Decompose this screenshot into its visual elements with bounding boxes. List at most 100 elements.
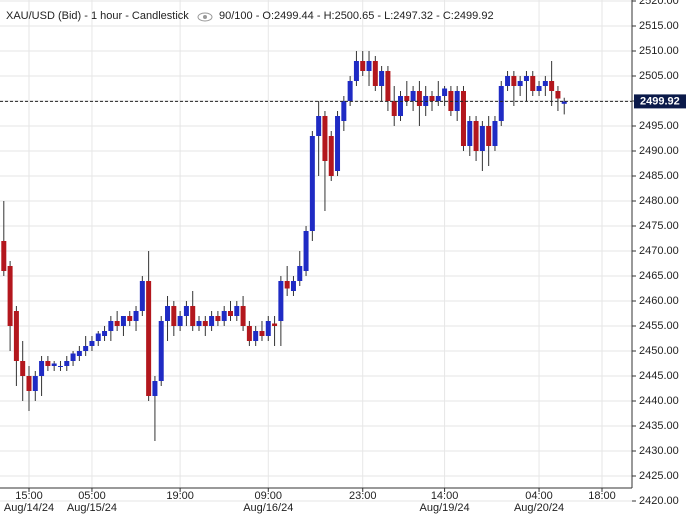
header: XAU/USD (Bid) - 1 hour - Candlestick 90/… <box>6 10 494 22</box>
candle-body <box>328 136 334 176</box>
chart-title: XAU/USD (Bid) - 1 hour - Candlestick <box>6 10 189 22</box>
x-tick-label: 14:00 <box>431 490 459 502</box>
candle-body <box>108 321 114 331</box>
candle-body <box>89 341 95 346</box>
candle-body <box>114 321 120 326</box>
y-tick-label: 2510.00 <box>639 45 679 57</box>
y-tick-label: 2470.00 <box>639 245 679 257</box>
y-tick-label: 2435.00 <box>639 420 679 432</box>
y-tick-label: 2420.00 <box>639 495 679 507</box>
y-tick-label: 2490.00 <box>639 145 679 157</box>
y-tick-label: 2445.00 <box>639 370 679 382</box>
current-price-box <box>634 94 686 109</box>
x-date-label: Aug/15/24 <box>67 502 117 514</box>
candle-body <box>102 331 108 336</box>
candle-body <box>385 71 391 101</box>
candle-body <box>467 121 473 146</box>
candle-body <box>26 376 32 391</box>
candle-body <box>1 241 7 271</box>
candle-body <box>442 88 448 96</box>
candle-body <box>51 363 57 366</box>
candle-body <box>13 311 19 361</box>
candle-body <box>517 81 523 86</box>
y-tick-label: 2440.00 <box>639 395 679 407</box>
y-tick-label: 2425.00 <box>639 470 679 482</box>
candle-body <box>284 281 290 289</box>
candle-body <box>555 91 561 99</box>
candle-body <box>70 353 76 361</box>
candle-body <box>171 306 177 326</box>
candle-body <box>479 126 485 151</box>
candle-body <box>379 71 385 86</box>
candle-body <box>316 116 322 136</box>
candle-body <box>57 366 63 367</box>
x-date-label: Aug/14/24 <box>4 502 54 514</box>
candle-body <box>32 376 38 391</box>
candle-body <box>202 321 208 326</box>
candle-body <box>404 96 410 101</box>
candle-body <box>398 96 404 116</box>
candle-body <box>561 101 567 104</box>
y-tick-label: 2465.00 <box>639 270 679 282</box>
eye-icon <box>197 12 213 22</box>
candle-body <box>253 331 259 341</box>
candle-body <box>542 81 548 86</box>
candle-body <box>505 76 511 86</box>
candle-body <box>473 121 479 151</box>
candle-body <box>335 116 341 171</box>
candle-body <box>39 361 45 376</box>
candle-body <box>83 346 89 351</box>
y-tick-label: 2505.00 <box>639 70 679 82</box>
candle-body <box>127 316 133 321</box>
y-tick-label: 2485.00 <box>639 170 679 182</box>
candle-body <box>139 281 145 311</box>
candle-body <box>366 61 372 71</box>
y-tick-label: 2515.00 <box>639 20 679 32</box>
x-tick-label: 09:00 <box>255 490 283 502</box>
x-date-label: Aug/19/24 <box>420 502 470 514</box>
x-tick-label: 04:00 <box>525 490 553 502</box>
candle-body <box>530 76 536 91</box>
candle-body <box>536 86 542 91</box>
candle-body <box>246 326 252 341</box>
candle-body <box>297 266 303 281</box>
candle-body <box>303 231 309 271</box>
x-tick-label: 19:00 <box>166 490 194 502</box>
candle-body <box>372 61 378 86</box>
candle-body <box>120 316 126 326</box>
candle-body <box>460 91 466 146</box>
candle-body <box>353 61 359 81</box>
current-price-label: 2499.92 <box>640 95 680 107</box>
x-tick-label: 15:00 <box>15 490 43 502</box>
candle-body <box>209 316 215 326</box>
x-date-label: Aug/20/24 <box>514 502 564 514</box>
candle-body <box>183 306 189 316</box>
candle-body <box>133 311 139 321</box>
candle-body <box>435 96 441 101</box>
y-tick-label: 2495.00 <box>639 120 679 132</box>
candle-body <box>309 136 315 231</box>
candle-body <box>227 311 233 316</box>
candle-body <box>416 91 422 106</box>
x-tick-label: 18:00 <box>588 490 616 502</box>
candle-body <box>511 76 517 86</box>
candle-body <box>95 333 101 341</box>
candle-body <box>523 76 529 81</box>
candle-body <box>360 61 366 71</box>
candle-body <box>290 281 296 291</box>
candle-body <box>492 121 498 146</box>
candle-body <box>146 281 152 396</box>
y-tick-label: 2460.00 <box>639 295 679 307</box>
candle-body <box>177 316 183 326</box>
candle-body <box>498 86 504 121</box>
y-tick-label: 2520.00 <box>639 0 679 7</box>
candle-body <box>259 331 265 336</box>
candle-body <box>347 81 353 101</box>
candle-body <box>322 116 328 161</box>
candle-body <box>391 101 397 116</box>
x-date-label: Aug/16/24 <box>243 502 293 514</box>
y-tick-label: 2475.00 <box>639 220 679 232</box>
candle-body <box>165 306 171 321</box>
